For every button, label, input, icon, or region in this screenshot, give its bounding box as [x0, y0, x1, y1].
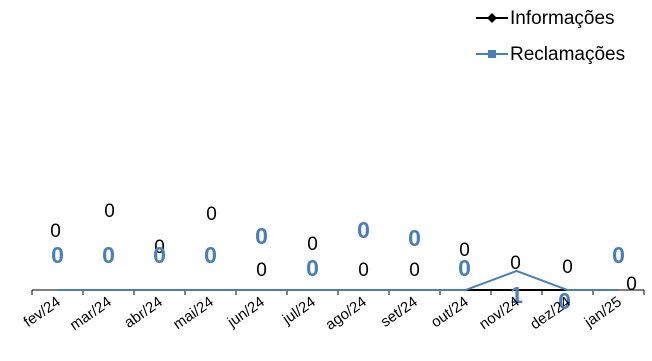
x-tick-label: ago/24: [322, 293, 369, 333]
x-tick-label: set/24: [378, 293, 421, 330]
legend-marker-informacoes: [487, 13, 497, 23]
legend: Informações Reclamações: [476, 8, 625, 65]
data-label-informacoes: 0: [50, 221, 61, 242]
data-label-informacoes: 0: [358, 260, 369, 281]
data-label-reclamacoes: 0: [408, 225, 421, 251]
legend-label-reclamacoes: Reclamações: [510, 44, 625, 65]
x-tick-label: out/24: [428, 293, 472, 331]
data-label-reclamacoes: 0: [558, 288, 571, 314]
x-tick-label: mai/24: [170, 293, 217, 333]
data-label-reclamacoes: 0: [612, 242, 625, 268]
data-label-reclamacoes: 0: [306, 255, 319, 281]
data-label-informacoes: 0: [409, 260, 420, 281]
legend-item-reclamacoes: Reclamações: [476, 44, 625, 65]
data-label-reclamacoes: 0: [153, 242, 166, 268]
series-lines: [57, 269, 619, 291]
data-label-reclamacoes: 0: [204, 242, 217, 268]
data-label-informacoes: 0: [510, 253, 521, 274]
data-label-reclamacoes: 0: [51, 242, 64, 268]
data-label-informacoes: 0: [206, 204, 217, 225]
series-line-1: [57, 269, 619, 291]
data-label-reclamacoes: 0: [458, 255, 471, 281]
data-label-informacoes: 0: [562, 257, 573, 278]
data-label-reclamacoes: 0: [357, 217, 370, 243]
data-label-informacoes: 0: [154, 237, 165, 258]
legend-marker-reclamacoes: [488, 50, 496, 58]
data-label-informacoes: 0: [307, 234, 318, 255]
x-tick-labels: fev/24 mar/24 abr/24 mai/24 jun/24 jul/24 ago/…: [21, 293, 625, 334]
data-label-informacoes: 0: [104, 201, 115, 222]
data-label-informacoes: 0: [459, 240, 470, 261]
x-tick-label: fev/24: [21, 293, 64, 330]
x-tick-label: mar/24: [67, 293, 115, 334]
data-label-informacoes: 0: [626, 274, 637, 295]
x-tick-label: nov/24: [476, 293, 523, 333]
legend-item-informacoes: Informações: [476, 8, 615, 29]
data-label-reclamacoes: 1: [510, 282, 523, 308]
x-tick-label: jun/24: [224, 293, 268, 331]
legend-label-informacoes: Informações: [510, 8, 615, 29]
data-label-reclamacoes: 0: [102, 242, 115, 268]
data-label-reclamacoes: 0: [255, 223, 268, 249]
data-label-informacoes: 0: [256, 260, 267, 281]
x-tick-label: jul/24: [279, 293, 319, 328]
x-tick-label: abr/24: [121, 293, 166, 331]
x-tick-label: jan/25: [581, 293, 625, 331]
